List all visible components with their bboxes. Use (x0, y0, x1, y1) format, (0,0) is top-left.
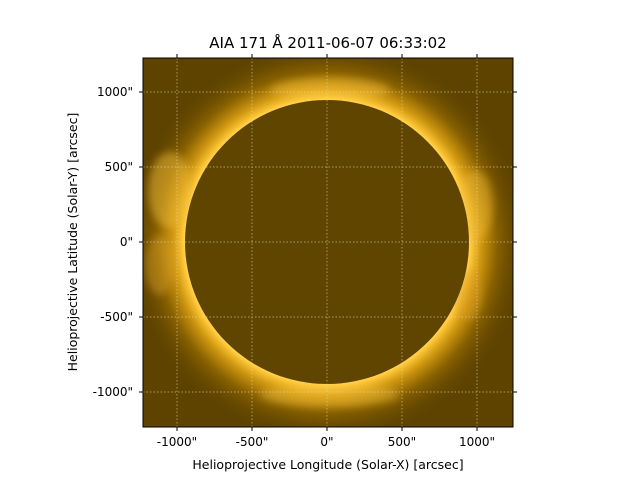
y-tick-label: 0" (120, 235, 133, 249)
y-tick-marks (139, 91, 517, 393)
x-tick-label: 500" (388, 435, 416, 449)
x-axis-label: Helioprojective Longitude (Solar-X) [arc… (192, 457, 463, 472)
x-tick-marks (176, 54, 478, 431)
y-tick-labels: 1000" 500" 0" -500" -1000" (93, 85, 133, 399)
solar-disk (185, 100, 469, 384)
y-tick-label: -500" (100, 310, 133, 324)
y-tick-label: -1000" (93, 385, 133, 399)
x-tick-label: -1000" (157, 435, 197, 449)
y-axis-label: Helioprojective Latitude (Solar-Y) [arcs… (65, 113, 80, 372)
solar-image (143, 58, 513, 427)
x-tick-label: 1000" (459, 435, 495, 449)
y-tick-label: 1000" (97, 85, 133, 99)
x-tick-labels: -1000" -500" 0" 500" 1000" (157, 435, 495, 449)
figure-title: AIA 171 Å 2011-06-07 06:33:02 (209, 33, 446, 52)
y-tick-label: 500" (105, 160, 133, 174)
x-tick-label: 0" (320, 435, 333, 449)
x-tick-label: -500" (236, 435, 269, 449)
grid-lines (143, 58, 513, 427)
